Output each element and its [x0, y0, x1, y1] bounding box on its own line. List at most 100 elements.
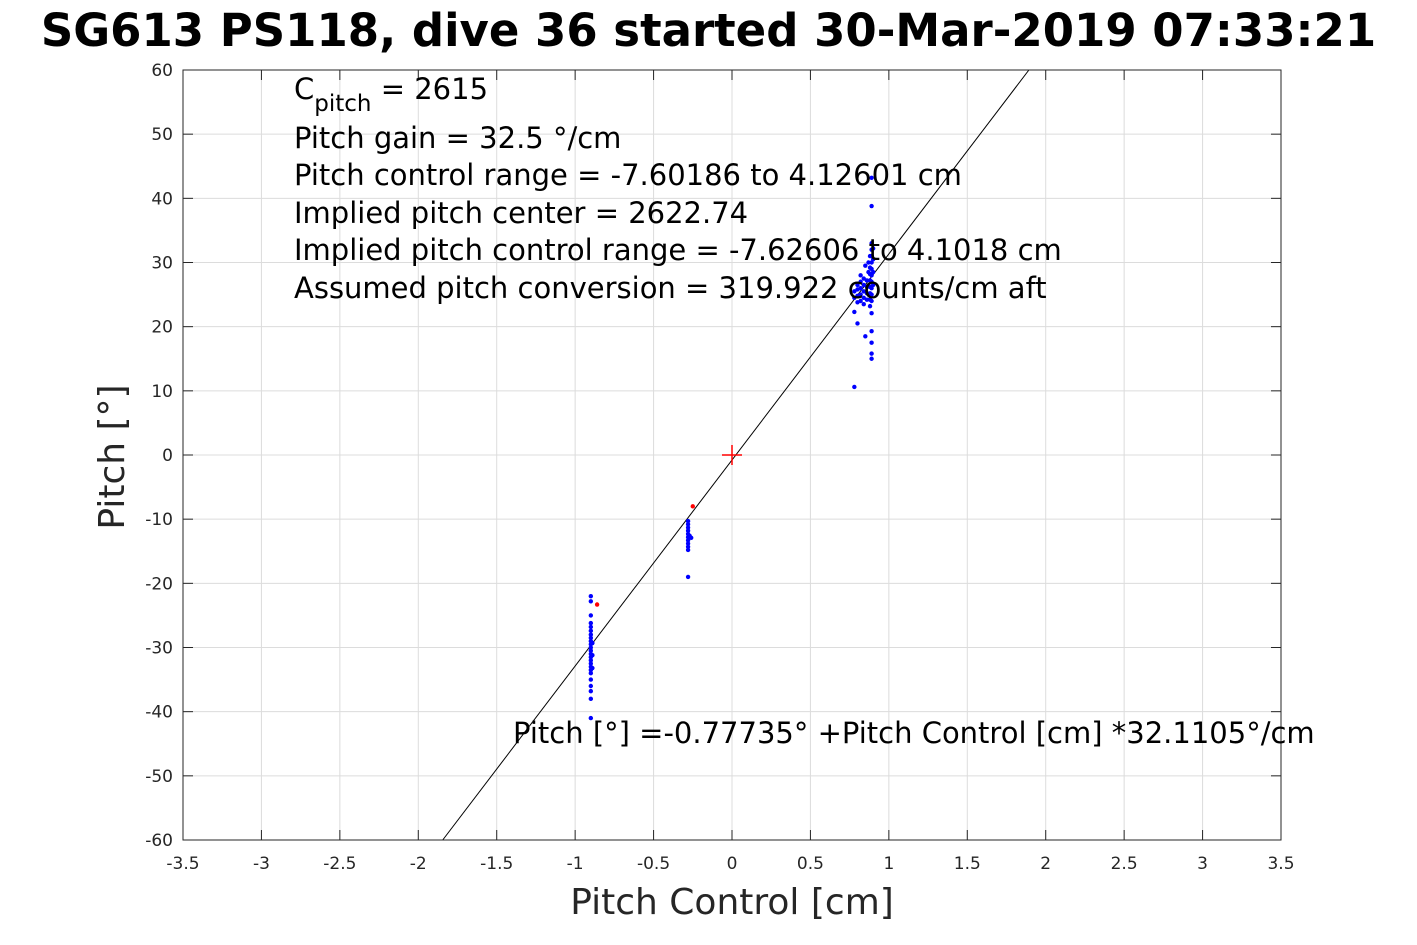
y-tick-labels: -60 -50 -40 -30 -20 -10 0 10 20 30 40 50 60 [145, 61, 173, 851]
data-point [588, 593, 594, 599]
data-point [590, 653, 595, 658]
data-point [685, 547, 691, 553]
data-point [869, 340, 874, 345]
data-point [590, 640, 595, 646]
x-tick-labels: -3.5 -3 -2.5 -2 -1.5 -1 -0.5 0 0.5 1 1.5 2 2.5 3 3.5 [166, 854, 1294, 874]
y-tick-label: 30 [151, 254, 173, 274]
x-tick-label: -0.5 [637, 854, 670, 874]
y-tick-label: 10 [151, 382, 173, 402]
y-tick-label: 0 [162, 446, 173, 466]
y-tick-label: 40 [151, 189, 173, 209]
data-point [858, 273, 863, 278]
x-tick-label: 2.5 [1111, 854, 1138, 874]
x-tick-label: -1 [567, 854, 584, 874]
y-tick-label: -30 [145, 639, 173, 659]
center-marker-group [722, 445, 742, 465]
c-pitch-annotation: Cpitch = 2615 [294, 72, 488, 117]
data-point [869, 356, 874, 361]
y-tick-label: 20 [151, 318, 173, 338]
y-tick-label: -10 [145, 510, 173, 530]
y-tick-label: -20 [145, 574, 173, 594]
data-point [588, 661, 594, 666]
data-point [855, 282, 860, 288]
data-point [858, 285, 863, 291]
data-point [588, 658, 594, 663]
data-point [864, 284, 870, 290]
annotation-implied-pitch-center: Implied pitch center = 2622.74 [294, 196, 748, 230]
data-point [685, 574, 691, 580]
x-tick-label: 0 [727, 854, 738, 874]
annotation-pitch-gain: Pitch gain = 32.5 °/cm [294, 121, 621, 155]
x-tick-label: -3 [253, 854, 270, 874]
y-tick-label: 60 [151, 61, 173, 81]
x-tick-label: 1 [883, 854, 894, 874]
annotation-assumed-pitch-conversion: Assumed pitch conversion = 319.922 count… [294, 271, 1047, 305]
data-point [588, 632, 594, 637]
fit-equation-label: Pitch [°] =-0.77735° +Pitch Control [cm]… [513, 716, 1315, 750]
data-point [869, 203, 874, 209]
data-point [869, 241, 874, 246]
data-point [689, 535, 694, 540]
data-point [588, 677, 594, 682]
data-point [869, 298, 874, 304]
y-tick-label: 50 [151, 125, 173, 145]
x-tick-label: -2 [410, 854, 427, 874]
data-point [588, 620, 594, 626]
data-point [858, 279, 863, 284]
data-point [863, 334, 868, 339]
c-pitch-value: = 2615 [371, 72, 488, 106]
data-point [588, 715, 594, 721]
data-point [588, 670, 594, 676]
data-point [594, 602, 600, 607]
data-point [858, 298, 863, 304]
data-point [588, 683, 594, 689]
data-point [588, 613, 594, 618]
data-point [588, 599, 594, 604]
annotation-implied-pitch-control-range: Implied pitch control range = -7.62606 t… [294, 233, 1062, 267]
data-point [869, 351, 874, 356]
data-point [685, 528, 691, 533]
c-pitch-main: C [294, 72, 314, 106]
x-tick-label: 2 [1040, 854, 1051, 874]
data-point [588, 624, 594, 630]
data-point [855, 321, 860, 326]
x-tick-label: 3.5 [1267, 854, 1294, 874]
data-point [685, 538, 691, 543]
data-point [869, 175, 874, 180]
data-point [858, 292, 863, 297]
data-point [685, 541, 691, 546]
data-point [685, 522, 691, 527]
data-point [870, 269, 876, 275]
data-point [870, 257, 876, 262]
data-point [864, 297, 870, 302]
x-tick-label: -1.5 [480, 854, 513, 874]
x-tick-label: 0.5 [797, 854, 824, 874]
data-point [866, 260, 871, 265]
data-point [685, 518, 691, 524]
annotation-pitch-control-range: Pitch control range = -7.60186 to 4.1260… [294, 158, 962, 192]
data-point [861, 302, 866, 307]
data-point [869, 292, 874, 297]
data-point [867, 303, 873, 309]
data-point [870, 282, 876, 288]
data-point [590, 665, 595, 671]
data-point [588, 688, 594, 694]
data-point [863, 263, 868, 268]
data-point [852, 309, 857, 315]
data-points [588, 175, 876, 721]
data-point [864, 278, 870, 283]
x-axis-label: Pitch Control [cm] [570, 882, 894, 923]
x-tick-label: 3 [1197, 854, 1208, 874]
data-point [869, 310, 874, 316]
y-tick-label: -50 [145, 767, 173, 787]
c-pitch-subscript: pitch [314, 91, 371, 117]
data-point [685, 525, 691, 530]
chart-title: SG613 PS118, dive 36 started 30-Mar-2019… [40, 4, 1377, 57]
y-tick-label: -40 [145, 703, 173, 723]
x-tick-label: -2.5 [323, 854, 356, 874]
y-tick-label: -60 [145, 831, 173, 851]
x-tick-label: -3.5 [166, 854, 199, 874]
data-point [852, 384, 857, 390]
